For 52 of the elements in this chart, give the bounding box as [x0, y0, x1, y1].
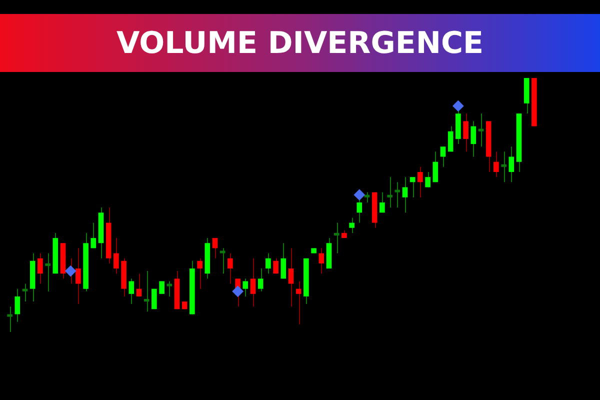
candlestick	[402, 176, 408, 214]
candlestick	[288, 248, 294, 308]
candlestick	[76, 248, 81, 305]
candlestick	[197, 258, 202, 290]
point	[232, 286, 244, 297]
chart-title: VOLUME DIVERGENCE	[116, 26, 484, 60]
candlestick	[508, 146, 514, 183]
candlestick	[440, 146, 446, 168]
candlestick	[144, 270, 150, 312]
candlestick	[425, 171, 430, 188]
candlestick	[478, 113, 484, 148]
candlestick	[418, 166, 423, 198]
candlestick	[334, 222, 340, 254]
candlestick	[380, 192, 385, 214]
candlestick	[318, 248, 324, 274]
candlestick	[410, 176, 416, 198]
candlestick	[22, 283, 28, 302]
point	[65, 266, 76, 277]
candlestick	[14, 288, 20, 322]
title-banner: VOLUME DIVERGENCE	[0, 14, 600, 72]
candlestick	[250, 258, 256, 308]
candlestick	[364, 192, 370, 203]
candlestick	[220, 248, 226, 274]
candlestick	[38, 252, 43, 284]
candlestick	[470, 120, 476, 158]
candlestick	[45, 252, 50, 292]
candlestick	[394, 182, 400, 208]
candlestick	[136, 273, 142, 297]
candlestick	[228, 252, 233, 284]
candlestick	[258, 268, 264, 292]
candlestick	[7, 306, 12, 332]
candlestick	[387, 176, 392, 208]
candlestick	[242, 278, 248, 297]
candlestick	[296, 280, 302, 325]
candlestick	[114, 238, 119, 274]
candlestick	[448, 126, 454, 152]
candlestick	[266, 252, 271, 274]
candlestick	[501, 151, 506, 183]
candlestick	[432, 151, 438, 183]
candlestick	[128, 278, 134, 305]
candlestick	[494, 151, 499, 178]
candlestick	[166, 280, 172, 297]
candlestick	[356, 199, 362, 224]
candlestick	[463, 113, 468, 152]
point	[354, 189, 365, 200]
candlestick	[212, 238, 218, 259]
candlestick	[159, 280, 164, 294]
point	[452, 100, 464, 112]
candlestick	[90, 222, 96, 249]
candlestick	[349, 217, 354, 234]
candlestick	[280, 242, 286, 280]
candlestick	[273, 258, 278, 274]
